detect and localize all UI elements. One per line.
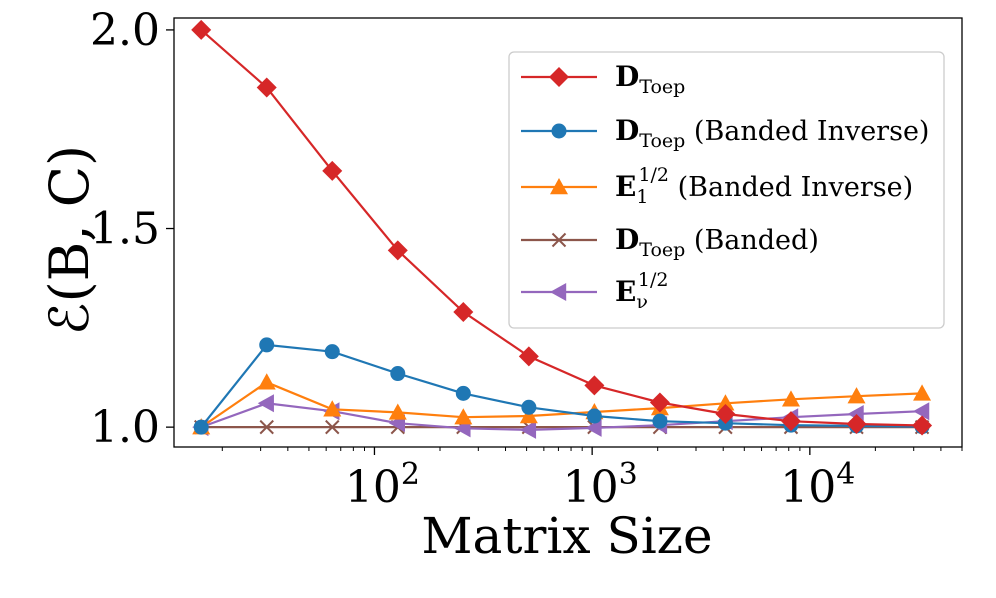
y-axis-label: ℰ(B, C)	[38, 145, 101, 335]
data-point	[257, 394, 274, 413]
data-point	[325, 419, 340, 435]
legend-label: DToep (Banded Inverse)	[615, 114, 929, 152]
legend-entry-4: Eν1/2	[521, 269, 668, 313]
data-point	[388, 403, 407, 420]
legend-label: DToep	[615, 60, 685, 98]
legend-marker	[550, 178, 568, 195]
legend: DToep DToep (Banded Inverse) E11/2 (Banded…	[508, 51, 945, 329]
data-point	[322, 160, 343, 181]
data-point	[390, 366, 406, 382]
data-point	[518, 346, 539, 367]
x-tick-label: 102	[345, 457, 420, 513]
legend-entry-1: DToep (Banded Inverse)	[521, 114, 929, 152]
legend-entry-3: DToep (Banded)	[521, 223, 819, 261]
data-point	[586, 408, 602, 424]
data-point	[715, 404, 736, 425]
data-point	[519, 407, 538, 424]
series-layer	[191, 19, 933, 439]
data-point	[584, 375, 605, 396]
series-line	[200, 381, 923, 429]
data-point	[913, 384, 932, 401]
legend-marker	[550, 283, 567, 301]
y-tick-label: 1.5	[90, 204, 160, 255]
legend-box	[508, 51, 945, 329]
series-0	[191, 19, 933, 436]
data-point	[521, 399, 537, 415]
legend-label: DToep (Banded)	[615, 223, 819, 261]
data-point	[256, 77, 277, 98]
data-point	[585, 418, 602, 437]
data-point	[324, 344, 340, 360]
data-point	[191, 19, 212, 40]
data-point	[323, 400, 342, 417]
y-tick-label: 2.0	[90, 5, 160, 56]
data-point	[387, 240, 408, 261]
data-point	[652, 413, 668, 429]
data-point	[257, 373, 276, 390]
y-tick-label: 1.0	[90, 402, 160, 453]
series-line	[200, 402, 923, 432]
data-point	[913, 402, 930, 421]
data-point	[259, 337, 275, 353]
data-point	[454, 408, 473, 425]
legend-label: Eν1/2	[615, 269, 668, 313]
data-point	[259, 419, 274, 435]
data-point	[455, 385, 471, 401]
legend-entry-0: DToep	[521, 60, 685, 98]
data-point	[193, 419, 209, 435]
data-point	[519, 420, 537, 439]
data-point	[847, 387, 866, 404]
legend-entry-2: E11/2 (Banded Inverse)	[521, 164, 913, 208]
x-tick-label: 103	[563, 457, 638, 513]
data-point	[781, 390, 800, 407]
data-point	[846, 413, 867, 434]
legend-marker	[551, 232, 567, 248]
series-line	[200, 343, 923, 428]
legend-label: E11/2 (Banded Inverse)	[615, 164, 913, 208]
data-point	[780, 411, 801, 432]
data-point	[453, 301, 474, 322]
legend-marker	[549, 67, 569, 87]
data-point	[716, 394, 735, 411]
x-axis-label: Matrix Size	[421, 507, 712, 565]
x-tick-label: 104	[780, 457, 855, 513]
series-line	[200, 29, 923, 427]
data-point	[912, 415, 933, 436]
data-point	[649, 392, 670, 413]
plot-frame	[173, 17, 963, 448]
legend-marker	[551, 123, 567, 139]
series-2	[192, 373, 932, 435]
axes-layer: 1.0 1.5 2.0 102 103 104	[90, 5, 963, 513]
